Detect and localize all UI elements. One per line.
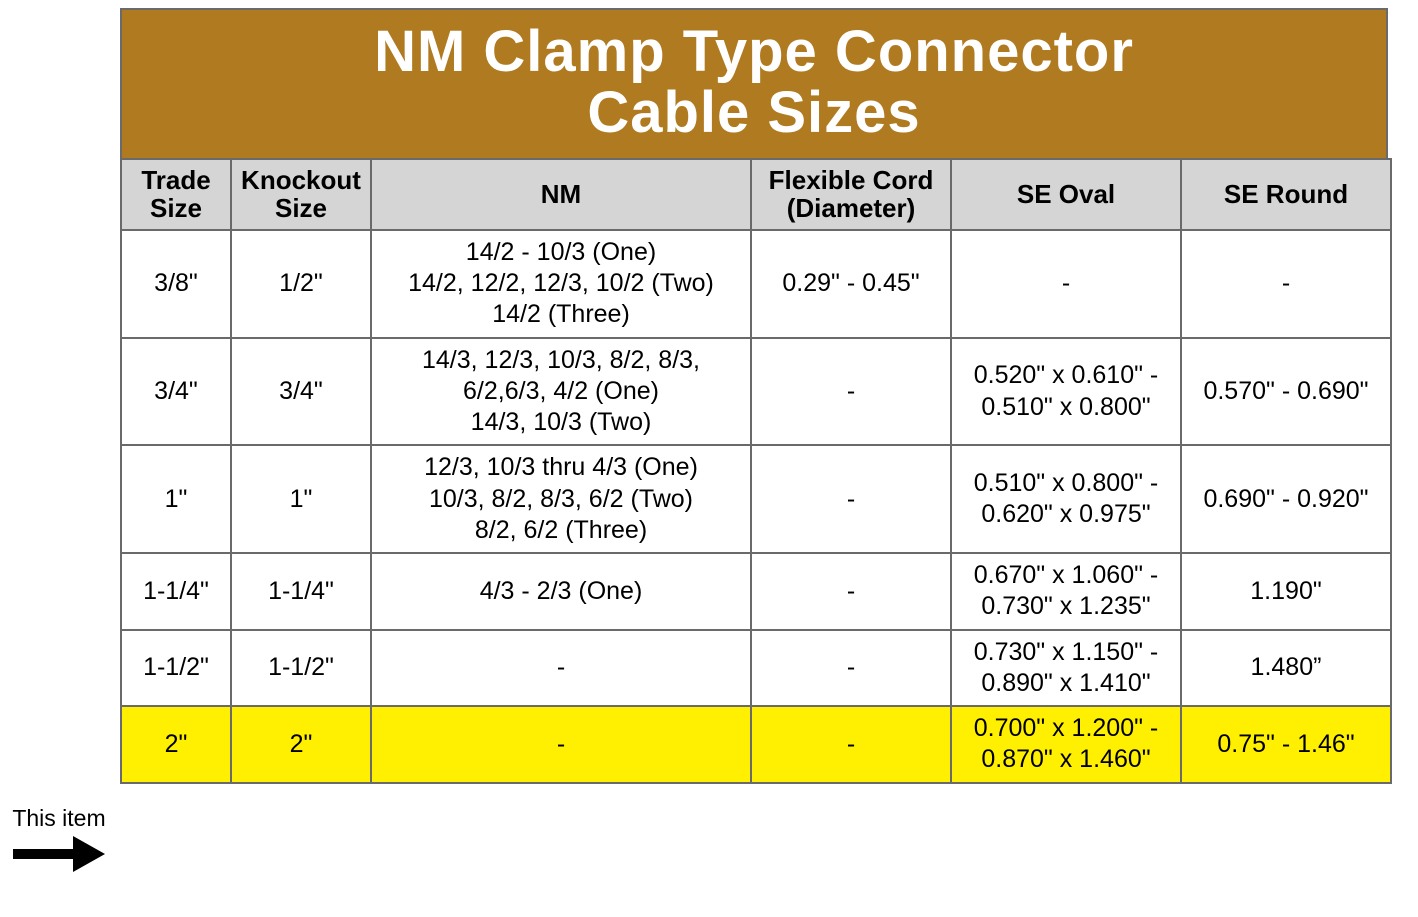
callout-label: This item [12, 805, 105, 831]
arrow-right-icon [13, 836, 105, 872]
col-header-flexible-cord: Flexible Cord (Diameter) [751, 159, 951, 230]
table-row: 1" 1" 12/3, 10/3 thru 4/3 (One) 10/3, 8/… [121, 445, 1391, 553]
cell-seround: 0.570" - 0.690" [1181, 338, 1391, 446]
col-header-se-round: SE Round [1181, 159, 1391, 230]
cell-knockout: 1-1/2" [231, 630, 371, 707]
title-line-2: Cable Sizes [587, 80, 920, 145]
cell-seround: 0.75" - 1.46" [1181, 706, 1391, 783]
table-row: 3/8" 1/2" 14/2 - 10/3 (One) 14/2, 12/2, … [121, 230, 1391, 338]
cell-flex: - [751, 553, 951, 630]
cell-trade: 2" [121, 706, 231, 783]
cell-flex: - [751, 706, 951, 783]
cell-seoval: 0.520" x 0.610" - 0.510" x 0.800" [951, 338, 1181, 446]
col-header-nm: NM [371, 159, 751, 230]
cell-seoval: 0.510" x 0.800" - 0.620" x 0.975" [951, 445, 1181, 553]
cell-flex: - [751, 338, 951, 446]
title-line-1: NM Clamp Type Connector [374, 19, 1134, 84]
cell-seround: 1.190" [1181, 553, 1391, 630]
cell-knockout: 1/2" [231, 230, 371, 338]
table-row-highlighted: 2" 2" - - 0.700" x 1.200" - 0.870" x 1.4… [121, 706, 1391, 783]
cell-knockout: 2" [231, 706, 371, 783]
table-title: NM Clamp Type Connector Cable Sizes [120, 8, 1388, 158]
table-row: 1-1/2" 1-1/2" - - 0.730" x 1.150" - 0.89… [121, 630, 1391, 707]
cell-nm: - [371, 630, 751, 707]
cell-flex: - [751, 630, 951, 707]
table-container: NM Clamp Type Connector Cable Sizes Trad… [120, 8, 1388, 784]
col-header-knockout-size: Knockout Size [231, 159, 371, 230]
cell-nm: 14/2 - 10/3 (One) 14/2, 12/2, 12/3, 10/2… [371, 230, 751, 338]
cell-flex: - [751, 445, 951, 553]
cell-nm: 12/3, 10/3 thru 4/3 (One) 10/3, 8/2, 8/3… [371, 445, 751, 553]
cell-seround: 1.480” [1181, 630, 1391, 707]
cell-trade: 1-1/4" [121, 553, 231, 630]
cell-seoval: 0.730" x 1.150" - 0.890" x 1.410" [951, 630, 1181, 707]
cell-seoval: 0.670" x 1.060" - 0.730" x 1.235" [951, 553, 1181, 630]
cell-nm: 4/3 - 2/3 (One) [371, 553, 751, 630]
cell-trade: 3/4" [121, 338, 231, 446]
cell-knockout: 3/4" [231, 338, 371, 446]
table-row: 3/4" 3/4" 14/3, 12/3, 10/3, 8/2, 8/3, 6/… [121, 338, 1391, 446]
cell-seround: - [1181, 230, 1391, 338]
col-header-se-oval: SE Oval [951, 159, 1181, 230]
cell-flex: 0.29" - 0.45" [751, 230, 951, 338]
cell-seoval: 0.700" x 1.200" - 0.870" x 1.460" [951, 706, 1181, 783]
cell-nm: 14/3, 12/3, 10/3, 8/2, 8/3, 6/2,6/3, 4/2… [371, 338, 751, 446]
cell-trade: 3/8" [121, 230, 231, 338]
col-header-trade-size: Trade Size [121, 159, 231, 230]
cable-sizes-table: Trade Size Knockout Size NM Flexible Cor… [120, 158, 1392, 784]
cell-nm: - [371, 706, 751, 783]
cell-seround: 0.690" - 0.920" [1181, 445, 1391, 553]
cell-knockout: 1-1/4" [231, 553, 371, 630]
cell-seoval: - [951, 230, 1181, 338]
table-header-row: Trade Size Knockout Size NM Flexible Cor… [121, 159, 1391, 230]
table-row: 1-1/4" 1-1/4" 4/3 - 2/3 (One) - 0.670" x… [121, 553, 1391, 630]
this-item-callout: This item [0, 805, 118, 872]
cell-trade: 1-1/2" [121, 630, 231, 707]
cell-trade: 1" [121, 445, 231, 553]
cell-knockout: 1" [231, 445, 371, 553]
